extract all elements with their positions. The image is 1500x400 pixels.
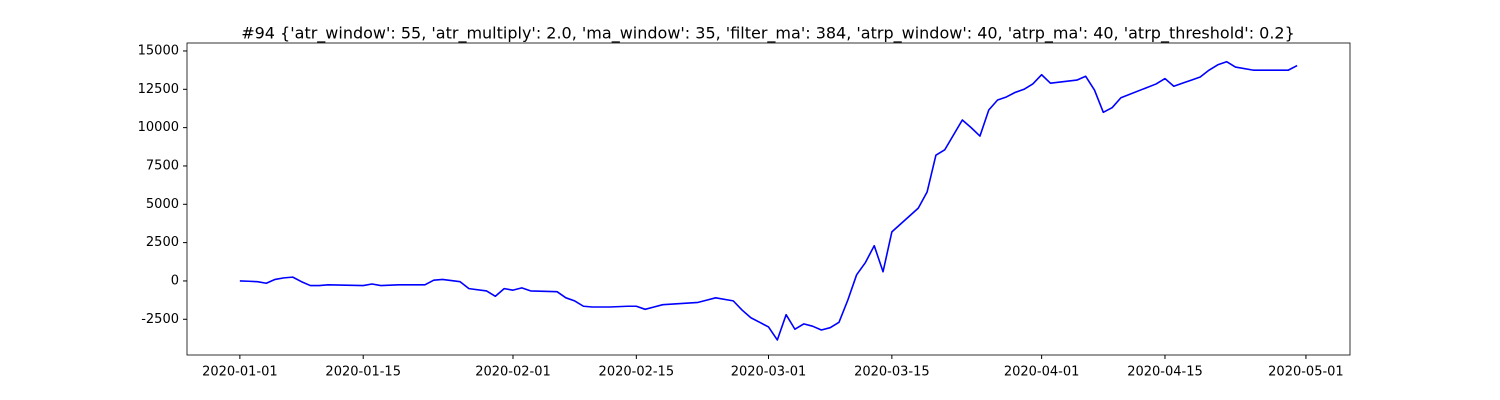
y-tick-label: 0: [171, 273, 179, 288]
line-series: [239, 60, 1298, 341]
y-tick-label: 5000: [146, 197, 179, 212]
y-tick-label: 12500: [138, 82, 179, 97]
x-tick-label: 2020-04-01: [1004, 365, 1080, 380]
x-tick-label: 2020-01-15: [325, 365, 401, 380]
y-tick-label: 2500: [146, 235, 179, 250]
x-tick-label: 2020-04-15: [1127, 365, 1203, 380]
y-tick-label: -2500: [141, 312, 179, 327]
y-tick-label: 15000: [138, 43, 179, 58]
plot-frame: [186, 42, 1351, 356]
x-tick-label: 2020-01-01: [202, 365, 278, 380]
x-tick-label: 2020-02-15: [599, 365, 675, 380]
chart-title: #94 {'atr_window': 55, 'atr_multiply': 2…: [241, 24, 1295, 44]
y-tick-label: 7500: [146, 158, 179, 173]
y-tick-label: 10000: [138, 120, 179, 135]
x-tick-label: 2020-05-01: [1268, 365, 1344, 380]
x-tick-label: 2020-03-01: [731, 365, 807, 380]
x-tick-label: 2020-03-15: [854, 365, 930, 380]
x-tick-label: 2020-02-01: [475, 365, 551, 380]
